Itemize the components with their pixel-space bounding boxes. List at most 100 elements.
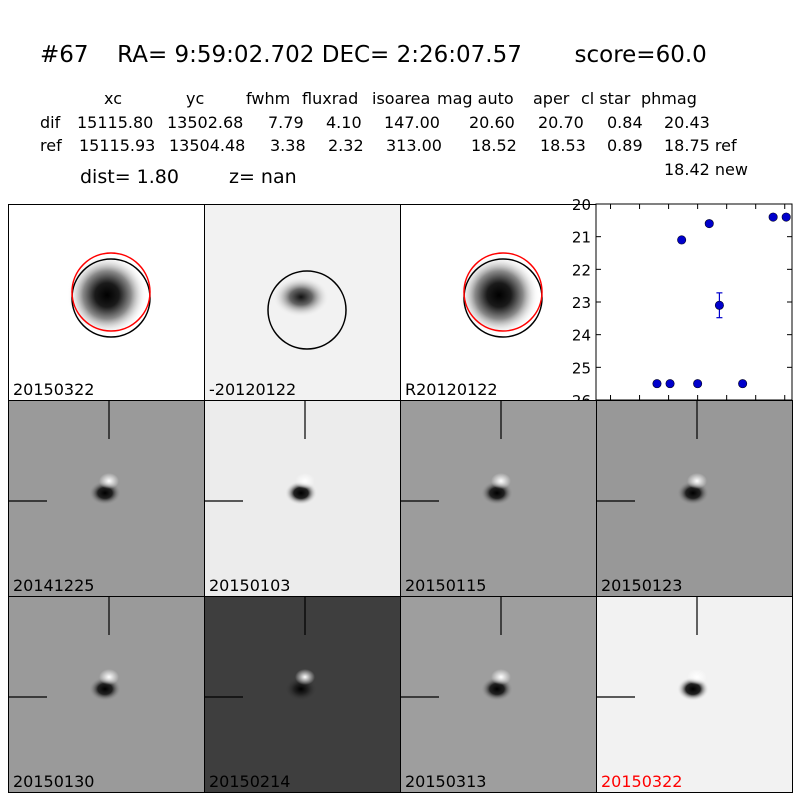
history-thumb[interactable]: 20150123 bbox=[596, 400, 793, 597]
row-dif-isoarea: 147.00 bbox=[384, 113, 440, 132]
col-xc: xc bbox=[104, 89, 122, 108]
data-point bbox=[677, 235, 687, 245]
thumb-image bbox=[597, 597, 709, 701]
col-aper: aper bbox=[533, 89, 570, 108]
col-isoarea: isoarea bbox=[372, 89, 431, 108]
row-dif-phmag: 20.43 bbox=[664, 113, 710, 132]
aperture-circle bbox=[267, 270, 347, 350]
stamp-ref-image bbox=[459, 252, 543, 338]
thumb-date-label: 20150130 bbox=[13, 772, 95, 791]
y-tick-label: 22 bbox=[572, 261, 591, 279]
row-dif-fwhm: 7.79 bbox=[268, 113, 304, 132]
data-point bbox=[693, 379, 703, 389]
row-dif-fluxrad: 4.10 bbox=[326, 113, 362, 132]
data-point bbox=[738, 379, 748, 389]
data-point bbox=[652, 379, 662, 389]
row-dif-xc: 15115.80 bbox=[77, 113, 154, 132]
source-blob bbox=[67, 255, 147, 335]
data-point bbox=[714, 300, 724, 310]
history-thumb[interactable]: 20150322 bbox=[596, 596, 793, 793]
row-dif-label: dif bbox=[40, 113, 61, 132]
y-tick-label: 25 bbox=[572, 359, 591, 377]
thumb-image bbox=[401, 401, 513, 505]
thumb-image bbox=[597, 401, 709, 505]
y-tick-label: 21 bbox=[572, 229, 591, 247]
row-dif-aper: 20.70 bbox=[538, 113, 584, 132]
stamp-new-label: 20150322 bbox=[13, 380, 95, 399]
row-ref-aper: 18.53 bbox=[540, 136, 586, 155]
stamp-ref-label: R20120122 bbox=[405, 380, 498, 399]
light-curve-svg: 20212223242526−120−100−80−60−40−200 bbox=[572, 196, 793, 421]
thumb-date-label: 20141225 bbox=[13, 576, 95, 595]
score-value: score=60.0 bbox=[574, 42, 707, 68]
light-curve-plot[interactable]: 20212223242526−120−100−80−60−40−200 bbox=[572, 196, 793, 421]
row-dif-cl-star: 0.84 bbox=[607, 113, 643, 132]
stamp-diff-image bbox=[267, 270, 347, 350]
row-dif-yc: 13502.68 bbox=[167, 113, 244, 132]
row-ref-xc: 15115.93 bbox=[79, 136, 156, 155]
row-ref-mag-auto: 18.52 bbox=[471, 136, 517, 155]
row-ref-cl-star: 0.89 bbox=[607, 136, 643, 155]
residual-light-lobe bbox=[295, 473, 315, 489]
candidate-id: #67 bbox=[40, 42, 89, 68]
stamp-new[interactable]: 20150322 bbox=[8, 204, 205, 401]
row-dif-mag-auto: 20.60 bbox=[469, 113, 515, 132]
residual-light-lobe bbox=[99, 669, 119, 685]
plot-frame bbox=[595, 203, 793, 401]
data-point bbox=[781, 212, 791, 222]
thumb-date-label: 20150313 bbox=[405, 772, 487, 791]
y-tick-label: 20 bbox=[572, 196, 591, 214]
stamp-ref[interactable]: R20120122 bbox=[400, 204, 597, 401]
data-point bbox=[768, 212, 778, 222]
source-blob bbox=[273, 277, 329, 317]
row-ref-yc: 13504.48 bbox=[169, 136, 246, 155]
history-thumb[interactable]: 20150130 bbox=[8, 596, 205, 793]
history-thumb[interactable]: 20150313 bbox=[400, 596, 597, 793]
ra-value: RA= 9:59:02.702 bbox=[117, 42, 315, 68]
thumb-date-label: 20150103 bbox=[209, 576, 291, 595]
thumb-date-label: 20150214 bbox=[209, 772, 291, 791]
thumb-image bbox=[9, 401, 121, 505]
stamp-diff[interactable]: -20120122 bbox=[204, 204, 401, 401]
thumb-image bbox=[401, 597, 513, 701]
thumb-date-label: 20150322 bbox=[601, 772, 683, 791]
row-ref-phmag: 18.75 ref bbox=[664, 136, 737, 155]
history-thumb[interactable]: 20150115 bbox=[400, 400, 597, 597]
history-thumb[interactable]: 20150103 bbox=[204, 400, 401, 597]
residual-light-lobe bbox=[687, 473, 707, 489]
y-tick-label: 23 bbox=[572, 294, 591, 312]
phmag-new: 18.42 new bbox=[664, 160, 748, 179]
thumb-date-label: 20150115 bbox=[405, 576, 487, 595]
stamp-diff-label: -20120122 bbox=[209, 380, 297, 399]
history-thumb[interactable]: 20141225 bbox=[8, 400, 205, 597]
col-fwhm: fwhm bbox=[246, 89, 291, 108]
col-yc: yc bbox=[186, 89, 205, 108]
dec-value: DEC= 2:26:07.57 bbox=[321, 42, 522, 68]
row-ref-fwhm: 3.38 bbox=[270, 136, 306, 155]
col-fluxrad: fluxrad bbox=[302, 89, 359, 108]
row-ref-fluxrad: 2.32 bbox=[328, 136, 364, 155]
z-value: z= nan bbox=[229, 166, 297, 188]
y-tick-label: 24 bbox=[572, 327, 591, 345]
dist-value: dist= 1.80 bbox=[80, 166, 179, 188]
residual-light-lobe bbox=[491, 473, 511, 489]
thumb-date-label: 20150123 bbox=[601, 576, 683, 595]
residual-light-lobe bbox=[687, 669, 707, 685]
residual-light-lobe bbox=[295, 669, 315, 685]
residual-light-lobe bbox=[491, 669, 511, 685]
row-ref-isoarea: 313.00 bbox=[386, 136, 442, 155]
thumb-image bbox=[9, 597, 121, 701]
col-phmag: phmag bbox=[641, 89, 697, 108]
ref-aperture-circle bbox=[71, 252, 151, 332]
thumb-image bbox=[205, 597, 317, 701]
ref-aperture-circle bbox=[463, 252, 543, 332]
row-ref-label: ref bbox=[40, 136, 62, 155]
data-point bbox=[704, 219, 714, 229]
candidate-header: #67 RA= 9:59:02.702 DEC= 2:26:07.57 scor… bbox=[40, 41, 707, 69]
source-blob bbox=[459, 255, 539, 335]
history-thumb[interactable]: 20150214 bbox=[204, 596, 401, 793]
stamp-new-image bbox=[67, 252, 151, 338]
col-mag-auto: mag auto bbox=[437, 89, 514, 108]
thumb-image bbox=[205, 401, 317, 505]
residual-light-lobe bbox=[99, 473, 119, 489]
